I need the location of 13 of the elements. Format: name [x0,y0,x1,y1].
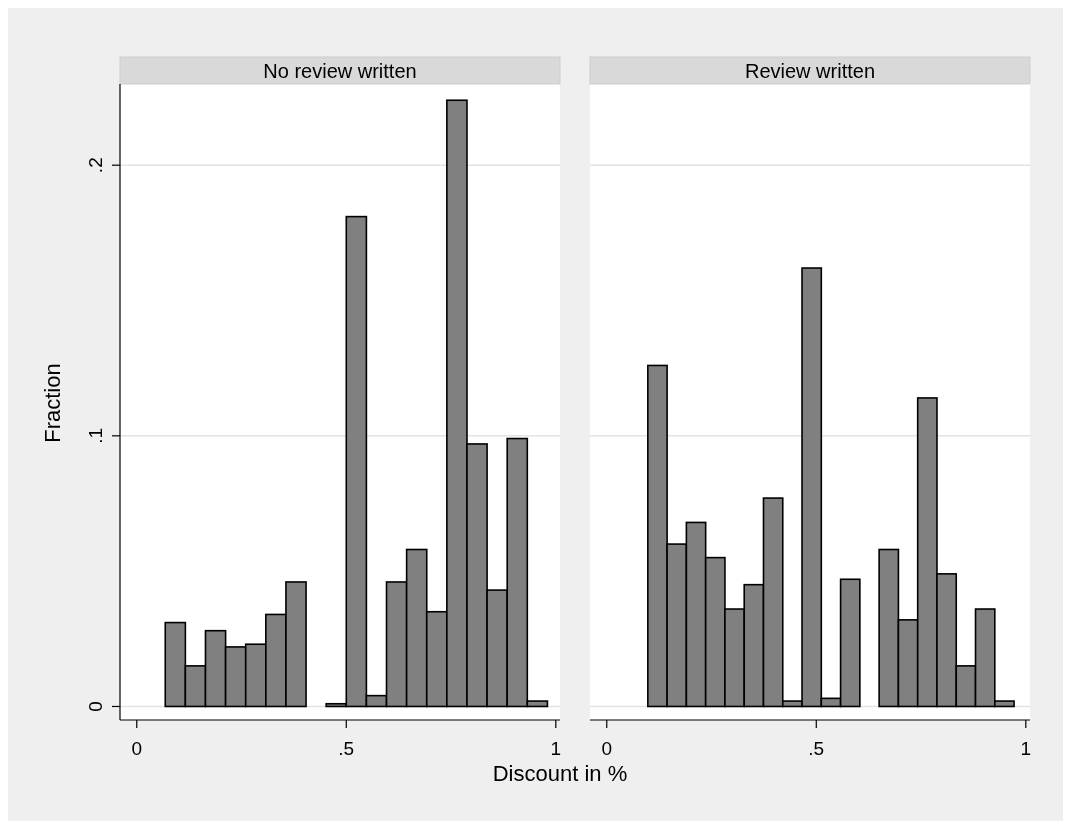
x-tick-label: 1 [550,738,562,759]
x-tick-label: .5 [808,738,825,759]
y-tick-label: 0 [85,701,106,712]
y-tick-label: .2 [85,157,106,174]
x-tick-label: .5 [338,738,355,759]
x-tick-label: 1 [1020,738,1032,759]
y-axis-title: Fraction [40,363,65,443]
x-tick-label: 0 [601,738,613,759]
x-axis-title: Discount in % [492,761,628,786]
chart-title: Review written [744,59,876,82]
chart-title: No review written [263,59,417,82]
x-tick-label: 0 [131,738,143,759]
y-tick-label: .1 [85,427,106,444]
